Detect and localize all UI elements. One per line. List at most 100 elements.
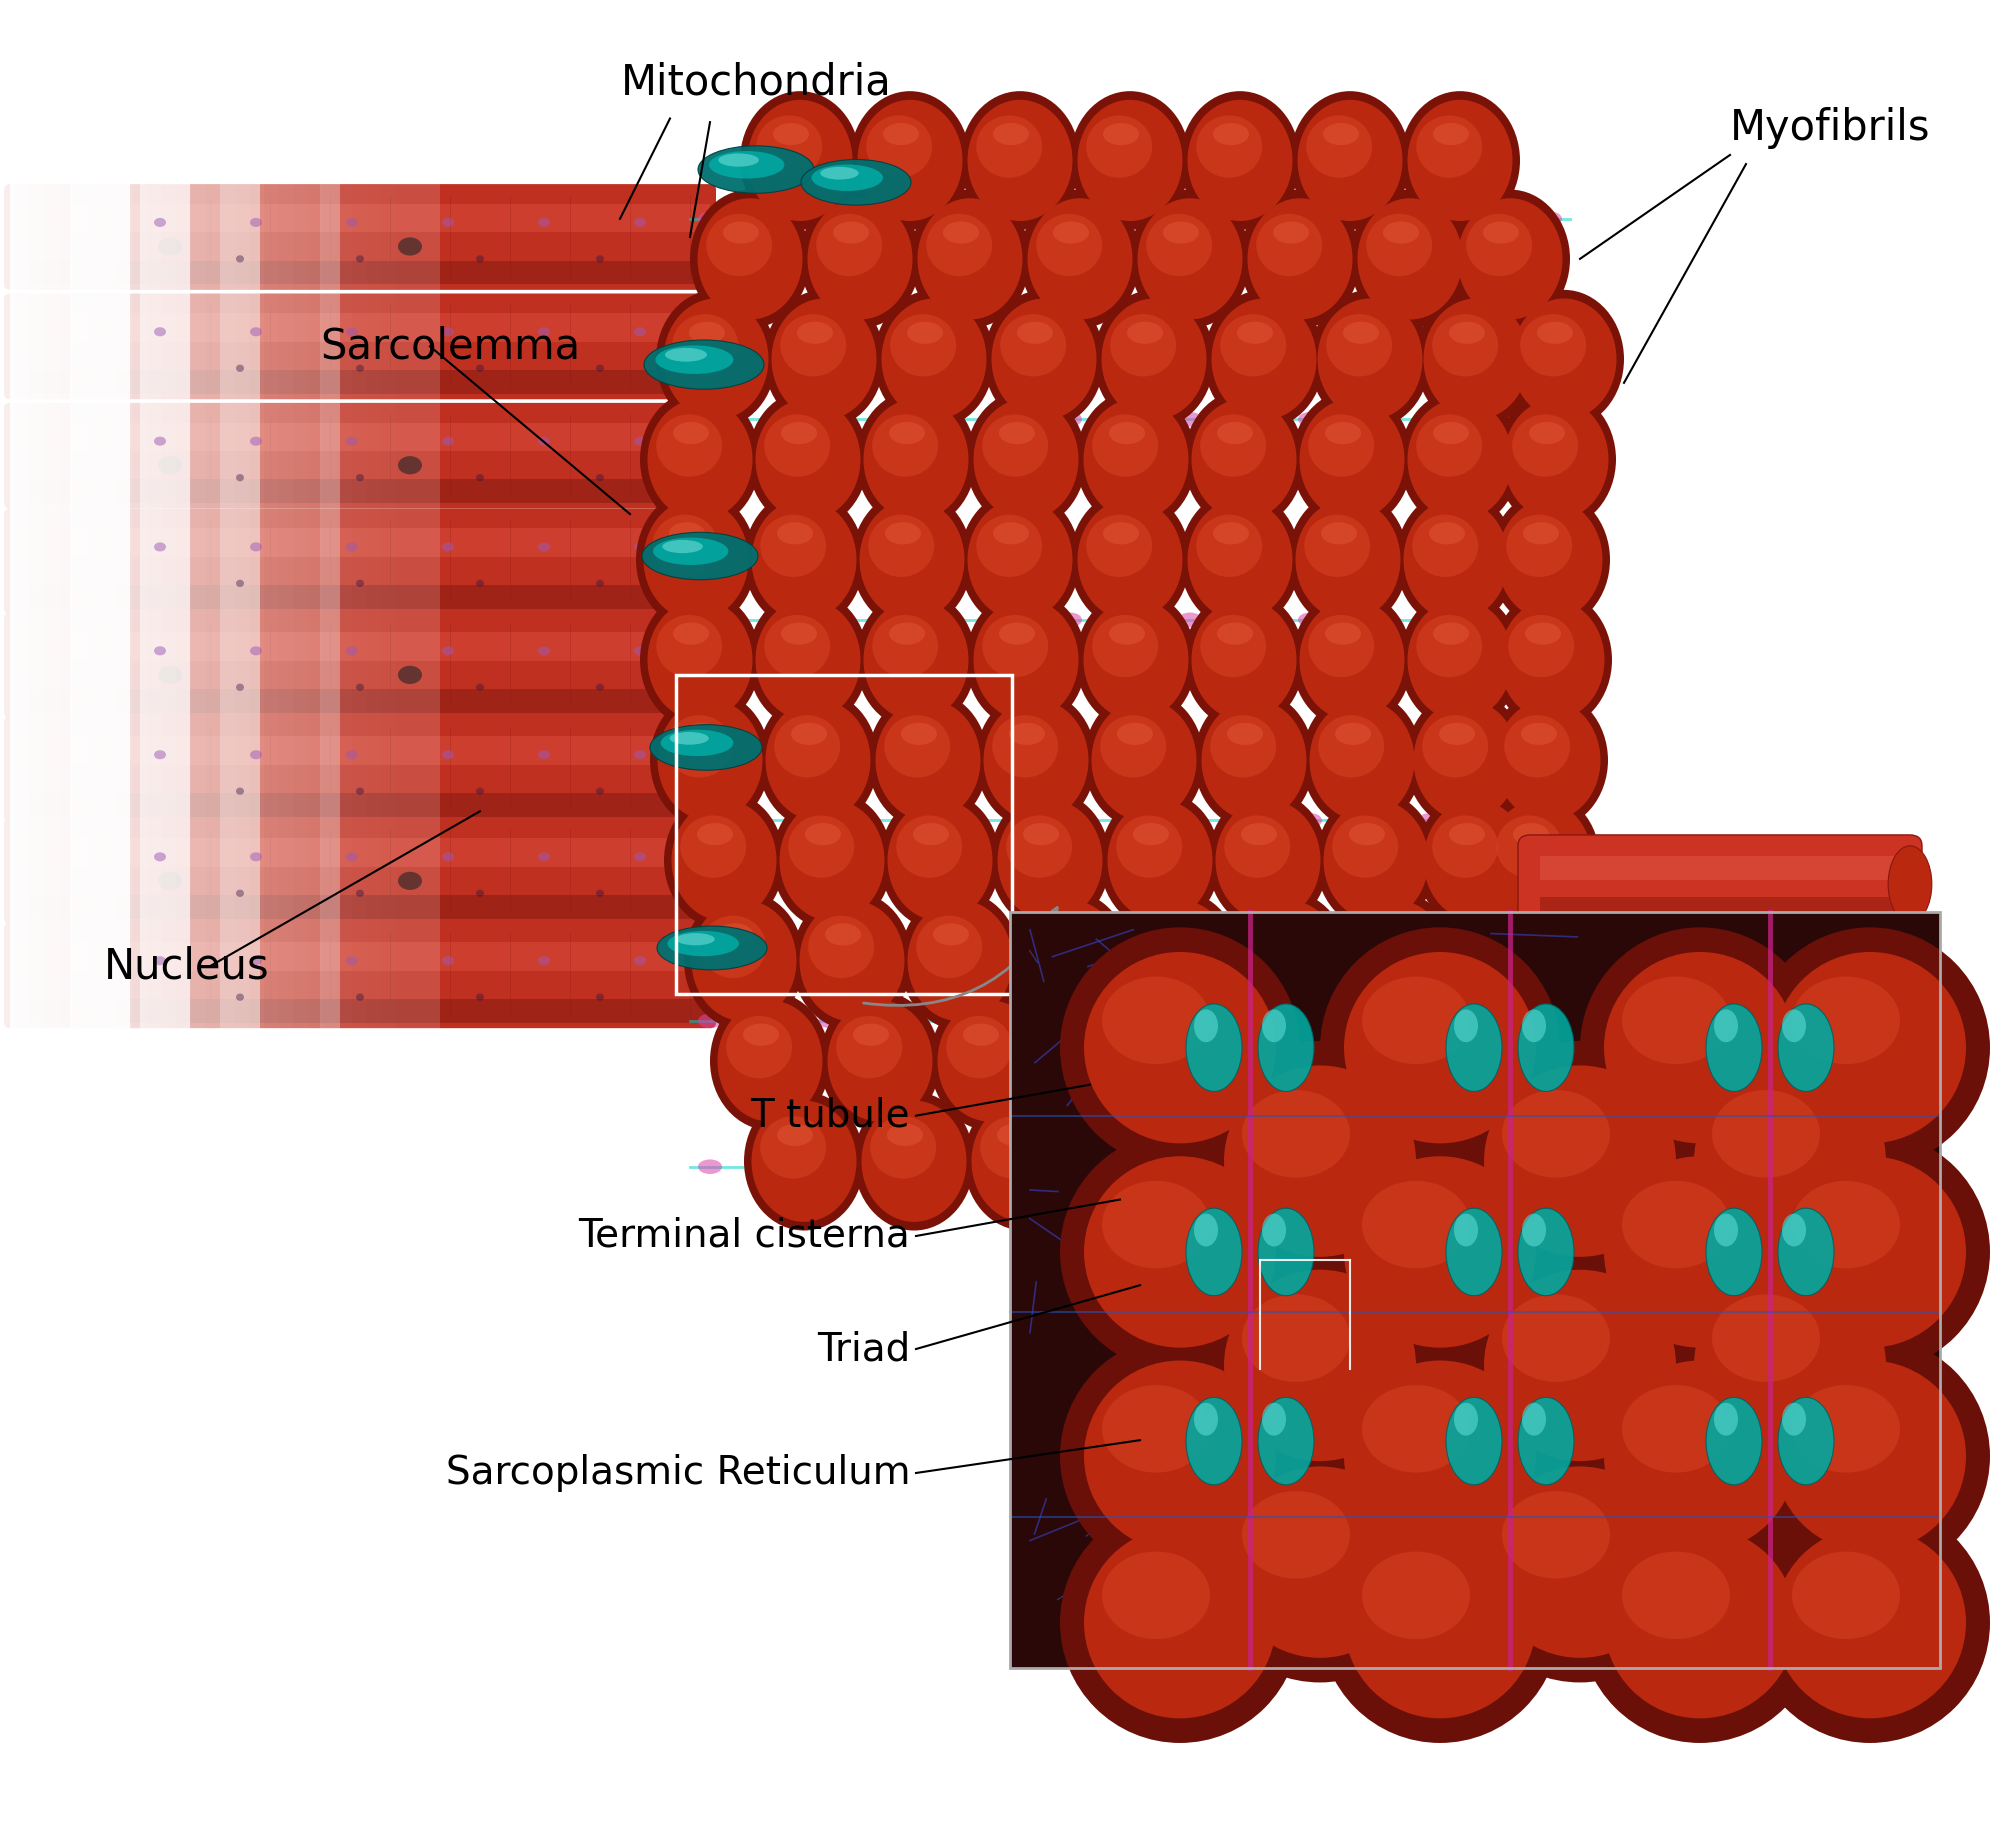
Ellipse shape [1100, 791, 1220, 930]
Ellipse shape [896, 815, 962, 877]
Ellipse shape [1070, 91, 1190, 230]
Text: Myofibrils: Myofibrils [1730, 106, 1930, 149]
Ellipse shape [1404, 1123, 1440, 1147]
Ellipse shape [250, 543, 262, 551]
Ellipse shape [670, 731, 708, 744]
Ellipse shape [1782, 1010, 1806, 1043]
Ellipse shape [1058, 1159, 1082, 1174]
Ellipse shape [442, 647, 454, 654]
Text: Triad: Triad [816, 1331, 910, 1367]
Ellipse shape [1242, 1491, 1350, 1579]
Ellipse shape [932, 922, 968, 946]
Ellipse shape [1502, 1294, 1610, 1382]
Ellipse shape [1184, 1092, 1304, 1231]
Bar [264, 91, 278, 1185]
Bar [146, 91, 162, 1185]
Ellipse shape [900, 891, 1020, 1030]
Ellipse shape [960, 490, 1080, 629]
Ellipse shape [1504, 399, 1608, 520]
FancyBboxPatch shape [4, 403, 716, 509]
Ellipse shape [1454, 1010, 1478, 1043]
Ellipse shape [1192, 399, 1296, 520]
Ellipse shape [1604, 952, 1796, 1143]
Ellipse shape [1208, 791, 1328, 930]
Ellipse shape [1186, 1209, 1242, 1296]
Ellipse shape [1774, 1360, 1966, 1551]
Text: Mitochondria: Mitochondria [620, 60, 892, 104]
Ellipse shape [1178, 412, 1202, 427]
Ellipse shape [1356, 992, 1476, 1130]
Ellipse shape [1396, 490, 1516, 629]
Ellipse shape [648, 600, 752, 720]
Ellipse shape [236, 684, 244, 691]
Ellipse shape [1212, 521, 1248, 545]
Ellipse shape [1750, 1502, 1990, 1743]
Ellipse shape [1194, 1214, 1218, 1247]
Ellipse shape [1418, 1014, 1442, 1028]
Ellipse shape [1508, 614, 1574, 676]
Ellipse shape [1774, 1156, 1966, 1347]
Ellipse shape [800, 190, 920, 328]
Ellipse shape [876, 700, 980, 820]
Ellipse shape [1622, 1385, 1730, 1473]
Ellipse shape [1248, 199, 1352, 319]
Ellipse shape [1484, 221, 1520, 244]
Ellipse shape [1094, 290, 1214, 428]
Bar [308, 91, 322, 1185]
Ellipse shape [1476, 891, 1596, 1030]
Ellipse shape [250, 751, 262, 758]
Ellipse shape [356, 788, 364, 795]
Bar [10, 529, 710, 556]
Ellipse shape [1210, 715, 1276, 777]
Ellipse shape [1130, 190, 1250, 328]
Ellipse shape [790, 722, 828, 746]
Ellipse shape [1290, 91, 1410, 230]
Ellipse shape [1136, 915, 1202, 977]
Ellipse shape [442, 543, 454, 551]
Ellipse shape [1092, 414, 1158, 476]
Ellipse shape [866, 115, 932, 177]
Ellipse shape [1300, 600, 1404, 720]
Ellipse shape [656, 290, 776, 428]
Ellipse shape [764, 614, 830, 676]
Ellipse shape [672, 800, 776, 921]
Ellipse shape [698, 822, 732, 846]
Ellipse shape [1448, 822, 1484, 846]
Ellipse shape [966, 390, 1086, 529]
Ellipse shape [756, 399, 860, 520]
Ellipse shape [908, 321, 944, 345]
Ellipse shape [888, 622, 924, 645]
Ellipse shape [826, 922, 860, 946]
Ellipse shape [974, 600, 1078, 720]
Bar [1540, 855, 1900, 881]
Ellipse shape [1484, 1269, 1676, 1462]
Ellipse shape [684, 722, 720, 746]
Bar [10, 204, 710, 232]
Ellipse shape [836, 1015, 902, 1079]
Ellipse shape [1774, 1528, 1966, 1719]
Ellipse shape [1712, 1090, 1820, 1178]
Ellipse shape [748, 390, 868, 529]
Ellipse shape [1298, 412, 1322, 427]
Ellipse shape [1194, 1010, 1218, 1043]
Ellipse shape [1196, 514, 1262, 576]
FancyBboxPatch shape [4, 184, 716, 290]
Ellipse shape [1706, 1396, 1762, 1484]
Ellipse shape [688, 321, 724, 345]
Ellipse shape [1512, 414, 1578, 476]
Ellipse shape [538, 436, 550, 445]
Ellipse shape [772, 299, 876, 419]
Ellipse shape [1322, 521, 1358, 545]
Ellipse shape [1750, 928, 1990, 1169]
Ellipse shape [698, 211, 722, 226]
Ellipse shape [1460, 1245, 1700, 1486]
Text: Sarcolemma: Sarcolemma [320, 324, 580, 368]
Ellipse shape [982, 414, 1048, 476]
Ellipse shape [476, 788, 484, 795]
FancyBboxPatch shape [1518, 835, 1922, 933]
Ellipse shape [1362, 977, 1470, 1065]
Bar [190, 91, 206, 1185]
Ellipse shape [964, 1023, 1000, 1046]
Ellipse shape [1408, 100, 1512, 221]
Ellipse shape [1116, 815, 1182, 877]
